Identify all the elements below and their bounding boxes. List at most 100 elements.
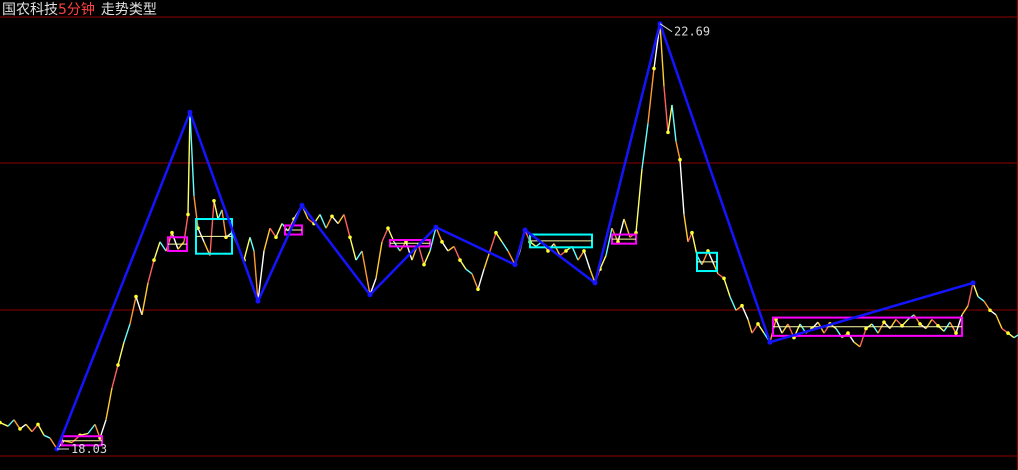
price-dot-96: [564, 249, 568, 253]
price-segment-84: [489, 232, 497, 252]
price-segment-113: [659, 23, 665, 87]
price-dot-36: [212, 198, 216, 203]
indicator-name[interactable]: 走势类型: [100, 2, 157, 18]
stroke-vertex-6: [512, 262, 518, 268]
price-segment-37: [213, 200, 219, 220]
price-segment-8: [43, 434, 51, 439]
price-segment-44: [249, 237, 255, 252]
price-segment-95: [553, 243, 561, 256]
price-dot-132: [756, 322, 760, 326]
price-segment-87: [507, 250, 516, 265]
pivot-boxes: [61, 218, 963, 447]
price-segment-23: [141, 282, 149, 315]
price-segment-100: [583, 250, 591, 270]
price-dot-171: [988, 308, 992, 313]
stroke-vertex-5: [433, 224, 439, 230]
price-segment-75: [435, 226, 443, 243]
price-segment-63: [361, 250, 371, 295]
stroke-vertex-7: [522, 227, 528, 233]
price-segment-39: [221, 209, 227, 238]
stroke-vertex-2: [255, 298, 261, 304]
price-segment-104: [605, 228, 613, 256]
price-dot-3: [18, 427, 22, 431]
price-segment-171: [983, 300, 991, 311]
price-segment-62: [355, 250, 363, 261]
price-segment-32: [189, 112, 195, 197]
price-segment-57: [325, 215, 333, 229]
price-dot-120: [690, 230, 694, 235]
price-dot-24: [152, 258, 156, 262]
stroke-vertex-10: [767, 339, 773, 345]
price-segment-21: [129, 296, 137, 325]
price-segment-168: [967, 282, 974, 306]
price-segment-115: [667, 104, 673, 133]
price-dot-60: [348, 235, 352, 240]
price-segment-20: [123, 323, 131, 343]
price-segment-130: [741, 305, 749, 320]
chart-period[interactable]: 5分钟: [58, 2, 95, 18]
price-segment-16: [99, 419, 107, 439]
price-segment-28: [171, 232, 179, 250]
price-segment-119: [683, 214, 689, 242]
price-segment-85: [495, 232, 503, 243]
price-segment-2: [7, 419, 15, 427]
price-segment-114: [663, 86, 669, 133]
price-dot-150: [864, 326, 868, 331]
price-segment-131: [747, 319, 753, 334]
price-dot-6: [36, 422, 40, 427]
price-segment-73: [423, 250, 431, 265]
price-dot-33: [196, 226, 200, 230]
price-segment-24: [147, 259, 155, 284]
price-annotations: 22.69 18.03: [57, 23, 710, 456]
price-segment-36: [209, 200, 215, 256]
price-segment-103: [599, 255, 607, 270]
price-segment-60: [343, 214, 351, 238]
price-segment-150: [859, 328, 867, 348]
stroke-vertex-1: [187, 109, 193, 115]
price-dot-57: [330, 214, 334, 219]
price-dot-84: [494, 230, 498, 235]
annotation-label-1: 18.03: [71, 442, 107, 456]
price-segment-83: [483, 250, 491, 270]
price-segment-128: [729, 296, 737, 311]
price-dot-21: [134, 294, 138, 299]
price-dot-147: [846, 331, 850, 335]
price-segment-86: [501, 241, 509, 252]
stroke-vertex-8: [592, 280, 598, 286]
price-dot-99: [582, 249, 586, 253]
annotation-label-0: 22.69: [674, 25, 710, 39]
price-segment-117: [675, 141, 681, 160]
price-segment-78: [453, 246, 461, 261]
price-segment-38: [217, 209, 223, 220]
stroke-vertex-3: [299, 202, 305, 208]
price-dot-114: [666, 130, 670, 135]
price-dot-72: [422, 262, 426, 267]
price-segment-66: [381, 227, 389, 243]
price-dot-78: [458, 258, 462, 262]
price-segment-110: [641, 123, 649, 169]
price-dot-0: [0, 420, 2, 425]
price-dot-159: [918, 322, 922, 326]
price-segment-65: [375, 241, 383, 279]
price-segment-133: [757, 323, 765, 334]
chart-header: 国农科技5分钟 走势类型: [2, 1, 157, 19]
price-segment-82: [477, 269, 485, 290]
price-dot-165: [954, 331, 958, 335]
price-segment-137: [781, 323, 789, 334]
price-segment-59: [337, 214, 345, 224]
price-segment-149: [853, 341, 861, 348]
price-dot-18: [116, 363, 120, 367]
price-segment-81: [471, 273, 479, 290]
price-dot-126: [722, 276, 726, 281]
price-segment-70: [405, 241, 413, 261]
trend-stroke-line: [55, 22, 974, 450]
price-segment-167: [961, 305, 969, 316]
price-segment-109: [635, 168, 643, 233]
price-dot-48: [274, 235, 278, 240]
price-segment-76: [441, 241, 449, 252]
price-dot-174: [1006, 331, 1010, 335]
price-segment-116: [671, 104, 677, 142]
price-dot-81: [476, 287, 480, 292]
price-segment-25: [153, 241, 161, 261]
